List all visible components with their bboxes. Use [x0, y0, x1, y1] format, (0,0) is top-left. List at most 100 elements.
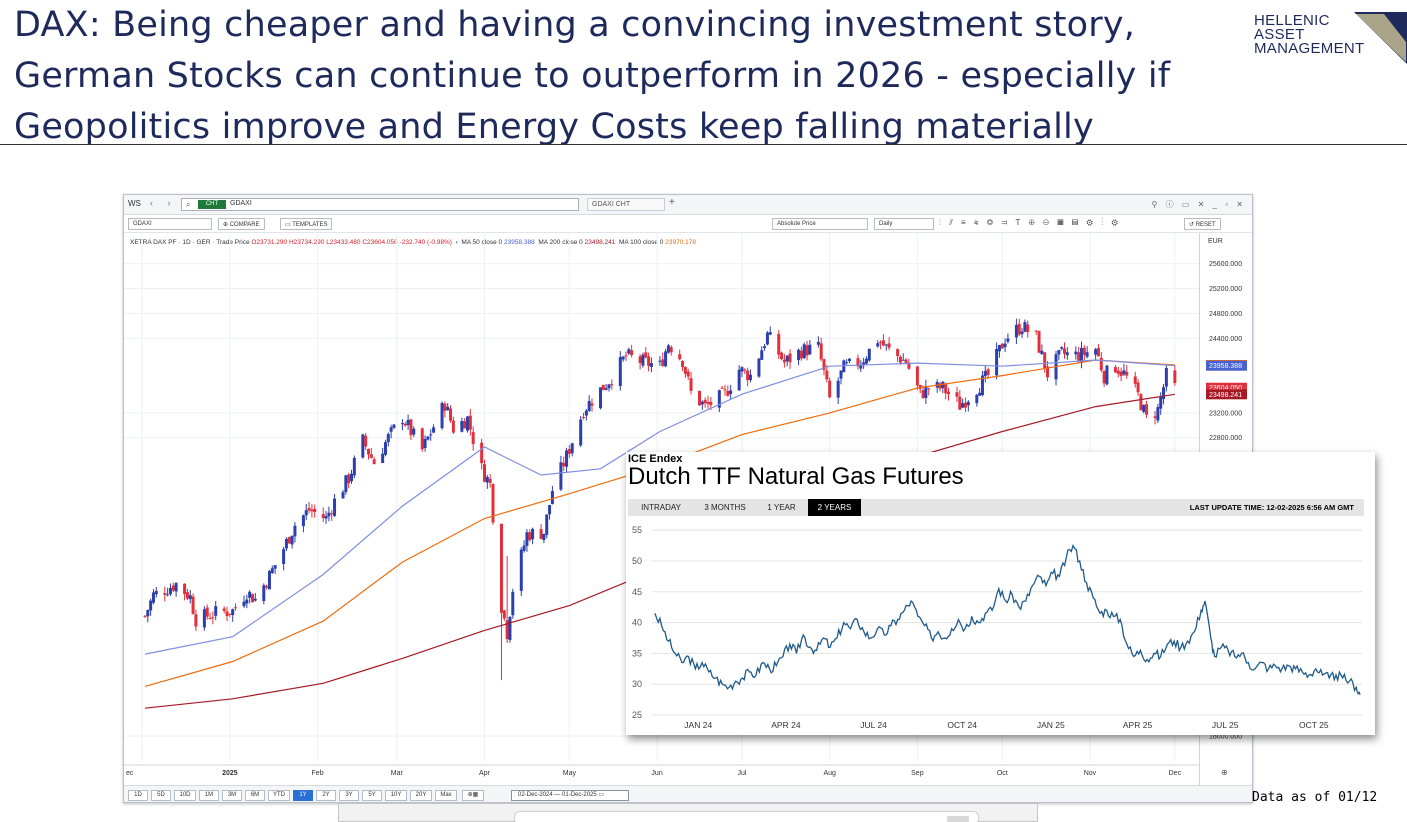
- dax-candle-body: [528, 532, 532, 541]
- dax-candle-body: [630, 350, 634, 356]
- dax-candle-body: [808, 344, 812, 355]
- ttf-tab-2-years[interactable]: 2 YEARS: [808, 499, 861, 516]
- dax-candle-body: [729, 390, 733, 395]
- candles: [143, 318, 1177, 681]
- dax-y-tick-label: 23200.000: [1209, 410, 1242, 417]
- period-button-max[interactable]: Max: [435, 790, 457, 801]
- dax-candle-body: [267, 571, 271, 590]
- legend-ma100-value: 23970.178: [665, 239, 696, 246]
- search-icon[interactable]: ⌕: [186, 200, 191, 209]
- period-button-3y[interactable]: 3Y: [339, 790, 359, 801]
- period-button-1y[interactable]: 1Y: [293, 790, 313, 801]
- dax-candle-body: [273, 565, 277, 569]
- dax-candle-body: [955, 392, 959, 397]
- period-button-10d[interactable]: 10D: [174, 790, 196, 801]
- dax-candle-body: [174, 583, 178, 592]
- price-mode-select[interactable]: Absolute Price: [772, 218, 868, 230]
- dax-candle-body: [171, 585, 175, 591]
- dax-candle-body: [847, 358, 851, 362]
- tab-chart-active[interactable]: ⌕ CHT GDAXI: [181, 198, 579, 211]
- axis-settings-icon[interactable]: ⊕: [1221, 768, 1228, 777]
- period-button-ytd[interactable]: YTD: [268, 790, 290, 801]
- dax-candle-body: [499, 523, 503, 613]
- period-button-5d[interactable]: 5D: [151, 790, 171, 801]
- dax-candle-body: [562, 462, 566, 467]
- dax-candle-body: [686, 371, 690, 377]
- dax-candle-body: [250, 594, 254, 603]
- dax-candle-body: [208, 618, 212, 620]
- add-tab-icon[interactable]: +: [669, 197, 675, 208]
- period-button-1d[interactable]: 1D: [128, 790, 148, 801]
- period-selector-bar: 02-Dec-2024 — 01-Dec-2025 ▭ 1D 5D 10D 1M 3M 6…: [124, 785, 1252, 802]
- period-button-3m[interactable]: 3M: [222, 790, 242, 801]
- tab-chart-2[interactable]: GDAXI CHT: [587, 198, 665, 211]
- dax-candle-body: [748, 374, 752, 381]
- dax-candle-body: [1060, 347, 1064, 349]
- period-button-20y[interactable]: 20Y: [410, 790, 432, 801]
- price-tag-label: 23498.241: [1209, 392, 1242, 399]
- dax-x-tick-label: Dec: [1169, 770, 1182, 777]
- dax-candle-body: [1026, 324, 1030, 333]
- price-axis-labels: 25600.000 25200.000 24800.000 24400.000 2320…: [1206, 261, 1247, 777]
- dax-candle-body: [947, 391, 951, 395]
- ttf-line-chart[interactable]: 25 30 35 40 45 50 55 JAN 24 APR 24 JUL 24 OCT 24 JA…: [626, 516, 1375, 735]
- workspace-label[interactable]: WS: [128, 199, 141, 208]
- dax-candle-body: [567, 448, 571, 454]
- dax-candle-body: [839, 370, 843, 379]
- compare-button[interactable]: ⊕ COMPARE: [218, 218, 265, 230]
- period-button-1m[interactable]: 1M: [199, 790, 219, 801]
- currency-label[interactable]: EUR: [1208, 238, 1223, 245]
- templates-button[interactable]: ▭ TEMPLATES: [280, 218, 333, 230]
- dax-candle-body: [921, 390, 925, 398]
- dax-candle-body: [231, 609, 235, 616]
- dax-candle-body: [879, 342, 883, 344]
- dax-candle-body: [508, 616, 512, 640]
- dax-candle-body: [621, 356, 625, 360]
- dax-candle-body: [505, 620, 509, 640]
- chart-options-icon[interactable]: ⊕▦: [462, 790, 484, 801]
- dax-x-tick-label: May: [563, 770, 577, 777]
- dax-candle-body: [265, 586, 269, 588]
- dax-candle-body: [485, 477, 489, 483]
- period-button-2y[interactable]: 2Y: [316, 790, 336, 801]
- dax-candle-body: [760, 350, 764, 360]
- dax-candle-body: [828, 380, 832, 398]
- period-button-10y[interactable]: 10Y: [385, 790, 407, 801]
- slide-title-line-3: Geopolitics improve and Energy Costs kee…: [14, 107, 1094, 147]
- price-tag-label: 23958.388: [1209, 363, 1242, 370]
- dax-candle-body: [802, 344, 806, 359]
- dax-candle-body: [641, 354, 645, 366]
- dax-candle-body: [966, 401, 970, 406]
- period-button-6m[interactable]: 6M: [245, 790, 265, 801]
- ttf-x-tick-label: APR 24: [771, 720, 801, 730]
- reset-button[interactable]: ↺ RESET: [1184, 218, 1221, 230]
- bottom-frame-button[interactable]: [947, 816, 969, 822]
- bottom-frame-field[interactable]: [514, 811, 979, 822]
- period-button-5y[interactable]: 5Y: [362, 790, 382, 801]
- dax-candle-body: [151, 592, 155, 603]
- ttf-tab-intraday[interactable]: INTRADAY: [641, 503, 681, 512]
- price-tag-bg: [1206, 382, 1247, 393]
- ttf-tab-1-year[interactable]: 1 YEAR: [767, 503, 796, 512]
- dax-candle-body: [539, 529, 543, 539]
- dax-candle-body: [242, 601, 246, 607]
- ttf-y-tick-label: 35: [632, 648, 642, 658]
- logo-line-1: HELLENIC: [1254, 12, 1330, 29]
- price-tag: 23604.050: [1206, 382, 1247, 393]
- reset-label: RESET: [1195, 222, 1216, 228]
- dax-candle-body: [304, 510, 308, 516]
- dax-candle-body: [1105, 365, 1109, 385]
- dax-candle-body: [661, 359, 665, 366]
- drawing-tools-icon[interactable]: ⫶ ⫽ ≡ ≋ ◎ ⫤ T ⊕ ⊖ ▦ ▤ ⚙ ⋮ ⚙: [939, 218, 1121, 227]
- dax-candle-body: [765, 332, 769, 345]
- window-controls-icon[interactable]: ⚲ ⓘ ▭ ✕ _ ▫ ✕: [1151, 200, 1246, 209]
- ttf-tab-3-months[interactable]: 3 MONTHS: [704, 503, 746, 512]
- ticker-input[interactable]: GDAXI: [128, 218, 212, 230]
- dax-candle-body: [669, 347, 673, 353]
- legend-ma50-value: 23958.388: [503, 239, 535, 246]
- dax-candle-body: [185, 592, 189, 599]
- date-range-input[interactable]: 02-Dec-2024 — 01-Dec-2025 ▭: [511, 790, 629, 801]
- nav-arrows-icon[interactable]: ‹ ›: [150, 198, 177, 208]
- dax-candle-body: [1034, 330, 1038, 332]
- interval-select[interactable]: Daily: [874, 218, 934, 230]
